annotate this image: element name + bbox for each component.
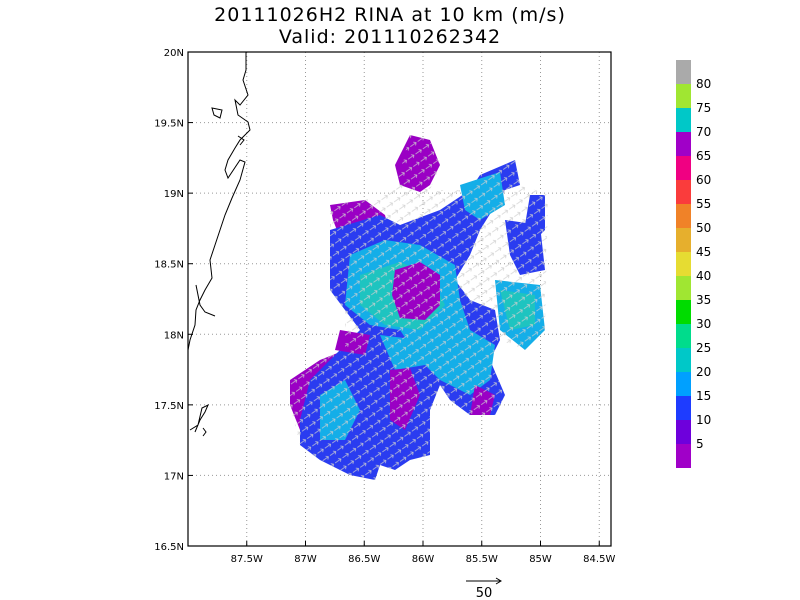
wind-vectors xyxy=(290,135,548,480)
colorbar-label: 75 xyxy=(696,101,711,115)
colorbar-swatch xyxy=(676,180,691,204)
colorbar-swatch xyxy=(676,132,691,156)
colorbar-swatch xyxy=(676,396,691,420)
wind-speed-field xyxy=(290,135,548,480)
lat-tick-label: 17.5N xyxy=(154,401,184,412)
colorbar-label: 55 xyxy=(696,197,711,211)
lat-tick-label: 16.5N xyxy=(154,542,184,553)
colorbar-swatch xyxy=(676,84,691,108)
reference-arrow-head xyxy=(495,577,502,585)
colorbar-label: 70 xyxy=(696,125,711,139)
latitude-tick-labels: 20N 19.5N 19N 18.5N 18N 17.5N 17N 16.5N xyxy=(154,48,193,553)
longitude-tick-labels: 87.5W 87W 86.5W 86W 85.5W 85W 84.5W xyxy=(231,541,615,565)
colorbar-label: 25 xyxy=(696,341,711,355)
lon-tick-label: 87W xyxy=(294,554,317,565)
colorbar-swatch xyxy=(676,60,691,84)
reference-vector: 50 xyxy=(466,577,502,600)
colorbar-label: 40 xyxy=(696,269,711,283)
colorbar-swatch xyxy=(676,252,691,276)
colorbar-swatch xyxy=(676,348,691,372)
colorbar-swatch xyxy=(676,228,691,252)
lon-tick-label: 85.5W xyxy=(466,554,498,565)
coastline xyxy=(187,52,251,437)
colorbar: 5 10 15 20 25 30 35 40 45 50 55 60 65 70 75 80 xyxy=(676,60,711,468)
colorbar-label: 30 xyxy=(696,317,711,331)
colorbar-swatch xyxy=(676,420,691,444)
lat-tick-label: 19.5N xyxy=(154,119,184,130)
lat-tick-label: 17N xyxy=(164,471,184,482)
lon-tick-label: 87.5W xyxy=(231,554,263,565)
colorbar-label: 5 xyxy=(696,437,704,451)
colorbar-swatch xyxy=(676,108,691,132)
colorbar-swatch xyxy=(676,156,691,180)
plot-title: 20111026H2 RINA at 10 km (m/s) Valid: 20… xyxy=(0,4,800,48)
colorbar-swatch xyxy=(676,372,691,396)
colorbar-swatch xyxy=(676,324,691,348)
lon-tick-label: 86W xyxy=(412,554,435,565)
colorbar-swatch xyxy=(676,276,691,300)
colorbar-label: 45 xyxy=(696,245,711,259)
colorbar-label: 10 xyxy=(696,413,711,427)
lon-tick-label: 84.5W xyxy=(583,554,615,565)
colorbar-label: 35 xyxy=(696,293,711,307)
colorbar-label: 60 xyxy=(696,173,711,187)
colorbar-label: 80 xyxy=(696,77,711,91)
colorbar-label: 65 xyxy=(696,149,711,163)
lat-tick-label: 20N xyxy=(164,48,184,59)
lon-tick-label: 85W xyxy=(529,554,552,565)
colorbar-label: 20 xyxy=(696,365,711,379)
lat-tick-label: 19N xyxy=(164,189,184,200)
lat-tick-label: 18.5N xyxy=(154,260,184,271)
colorbar-swatch xyxy=(676,444,691,468)
colorbar-label: 15 xyxy=(696,389,711,403)
colorbar-swatch xyxy=(676,300,691,324)
lat-tick-label: 18N xyxy=(164,330,184,341)
reference-vector-label: 50 xyxy=(476,586,493,600)
title-line-1: 20111026H2 RINA at 10 km (m/s) xyxy=(214,4,566,26)
lon-tick-label: 86.5W xyxy=(348,554,380,565)
title-line-2: Valid: 201110262342 xyxy=(278,26,502,48)
colorbar-label: 50 xyxy=(696,221,711,235)
plot-frame xyxy=(187,51,612,547)
colorbar-swatch xyxy=(676,204,691,228)
